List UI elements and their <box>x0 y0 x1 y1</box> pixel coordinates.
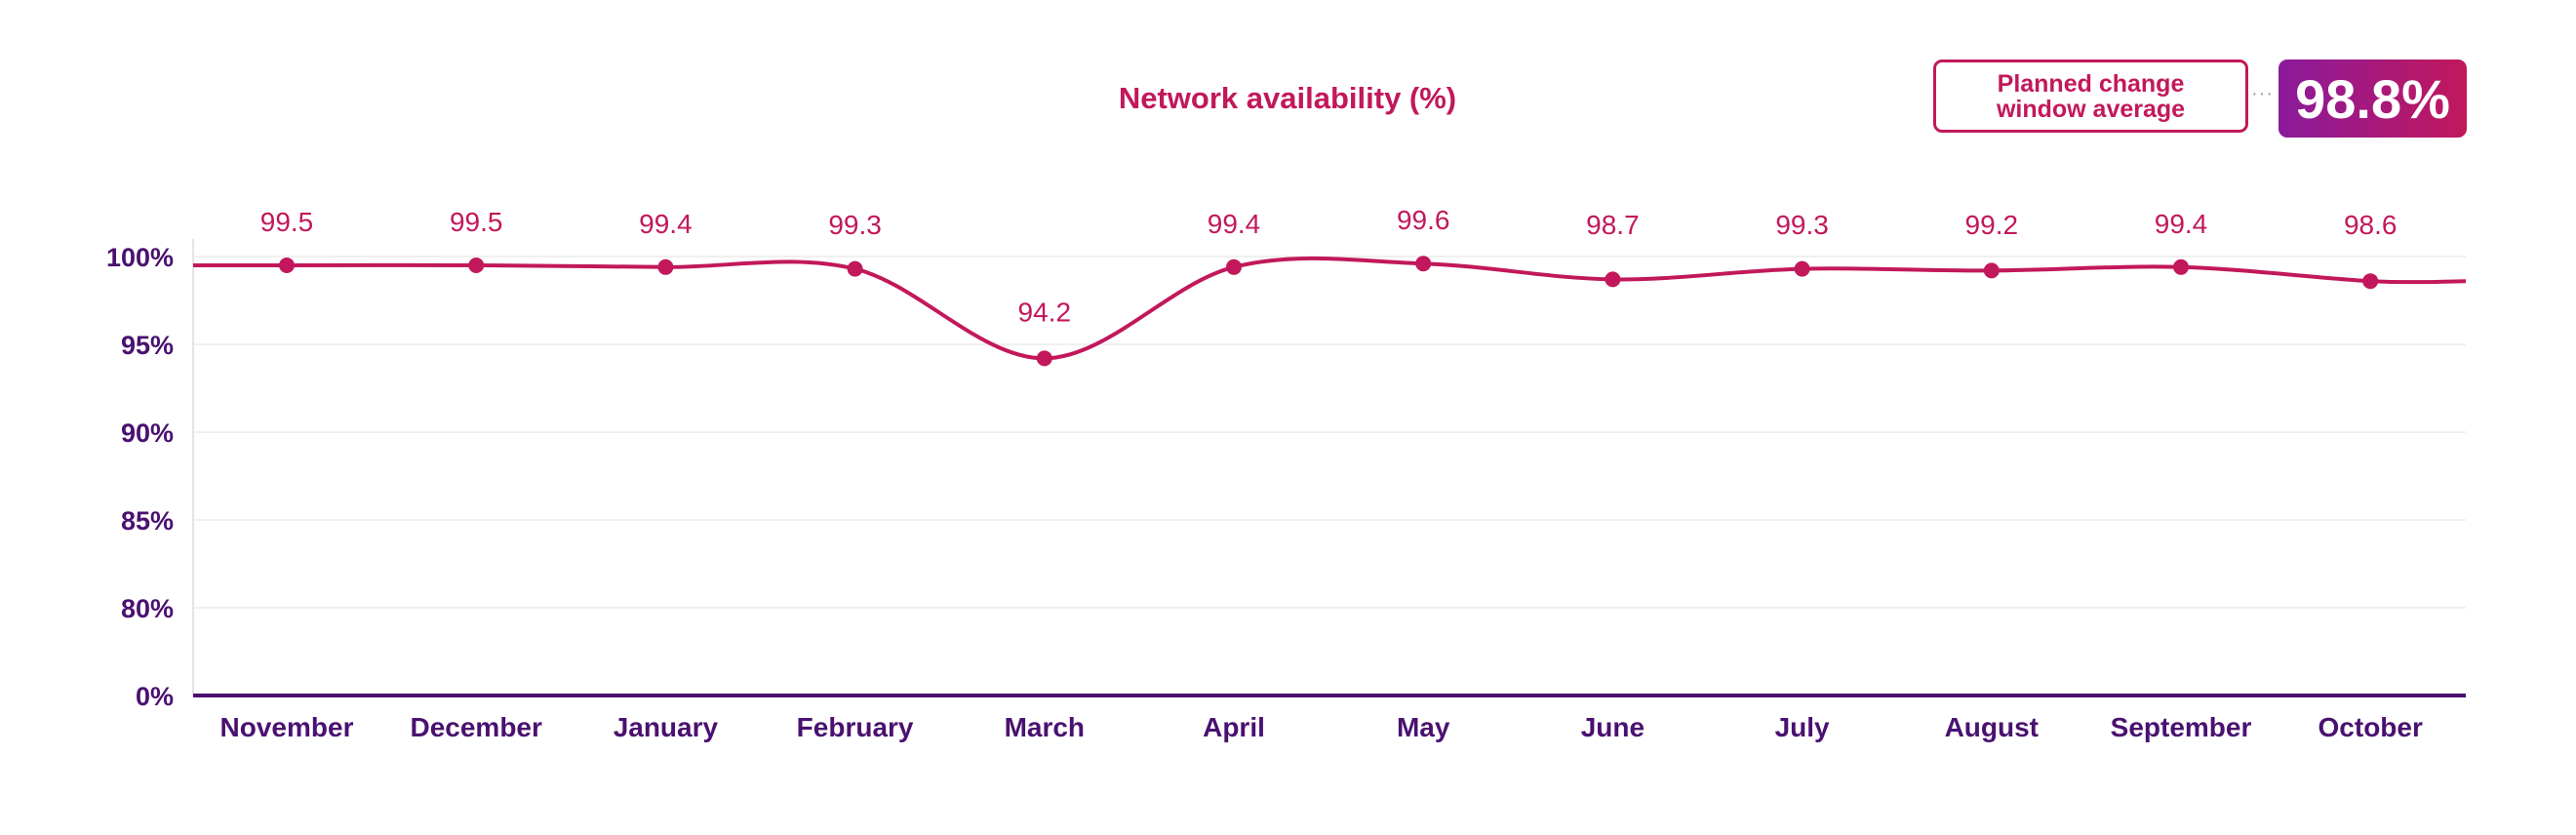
y-tick-label: 90% <box>121 418 174 448</box>
x-tick-label: June <box>1581 712 1645 742</box>
series-line <box>193 256 2467 361</box>
data-point <box>468 258 485 273</box>
y-tick-label: 80% <box>121 594 174 623</box>
x-tick-label: April <box>1203 712 1265 742</box>
data-labels: 99.5 99.5 99.4 99.3 94.2 99.4 99.6 98.7 99.3 99.2… <box>260 205 2398 327</box>
data-label: 99.4 <box>2155 209 2208 239</box>
x-tick-label: September <box>2111 712 2252 742</box>
x-tick-label: November <box>220 712 354 742</box>
y-tick-label: 100% <box>106 243 174 272</box>
data-label: 99.4 <box>639 209 693 239</box>
data-point <box>847 260 863 277</box>
data-label: 98.7 <box>1586 210 1640 240</box>
x-tick-label: May <box>1397 712 1450 742</box>
chart-title: Network availability (%) <box>1119 81 1456 115</box>
planned-change-window-label: Planned change window average <box>1933 60 2248 133</box>
series-path <box>193 256 2467 361</box>
y-tick-label: 85% <box>121 506 174 536</box>
y-tick-label: 0% <box>136 682 174 711</box>
x-tick-label: March <box>1005 712 1085 742</box>
axes <box>192 239 2466 697</box>
x-tick-label: December <box>410 712 542 742</box>
data-points <box>279 256 2379 367</box>
data-label: 99.4 <box>1208 209 1261 239</box>
x-tick-label: February <box>797 712 914 742</box>
data-point <box>2173 258 2189 275</box>
x-tick-label: July <box>1775 712 1830 742</box>
data-point <box>1605 271 1621 288</box>
x-tick-label: January <box>614 712 719 742</box>
data-label: 99.5 <box>450 207 503 237</box>
y-tick-label: 95% <box>121 331 174 360</box>
x-tick-labels: November December January February March Apri… <box>220 712 2423 742</box>
data-label: 99.3 <box>828 210 882 240</box>
data-point <box>1415 256 1432 272</box>
data-label: 99.5 <box>260 207 314 237</box>
data-label: 99.3 <box>1775 210 1829 240</box>
data-label: 94.2 <box>1018 297 1072 327</box>
gridlines <box>193 256 2466 609</box>
x-tick-label: October <box>2318 712 2423 742</box>
y-tick-labels: 0% 80% 85% 90% 95% 100% <box>106 243 174 711</box>
data-point <box>657 258 674 275</box>
data-label: 98.6 <box>2344 210 2398 240</box>
data-point <box>1226 258 1242 275</box>
x-tick-label: August <box>1945 712 2039 742</box>
data-point <box>279 258 295 273</box>
planned-change-window-average-value: 98.8% <box>2279 60 2467 138</box>
data-point <box>1036 350 1052 367</box>
connector-dots: ··· <box>2251 83 2274 104</box>
summary-label-line2: window average <box>1996 95 2186 123</box>
data-label: 99.6 <box>1397 205 1450 235</box>
data-point <box>1983 262 2000 279</box>
data-point <box>1794 260 1810 277</box>
summary-label-line1: Planned change <box>1997 69 2185 98</box>
data-label: 99.2 <box>1965 210 2019 240</box>
data-point <box>2362 273 2379 290</box>
